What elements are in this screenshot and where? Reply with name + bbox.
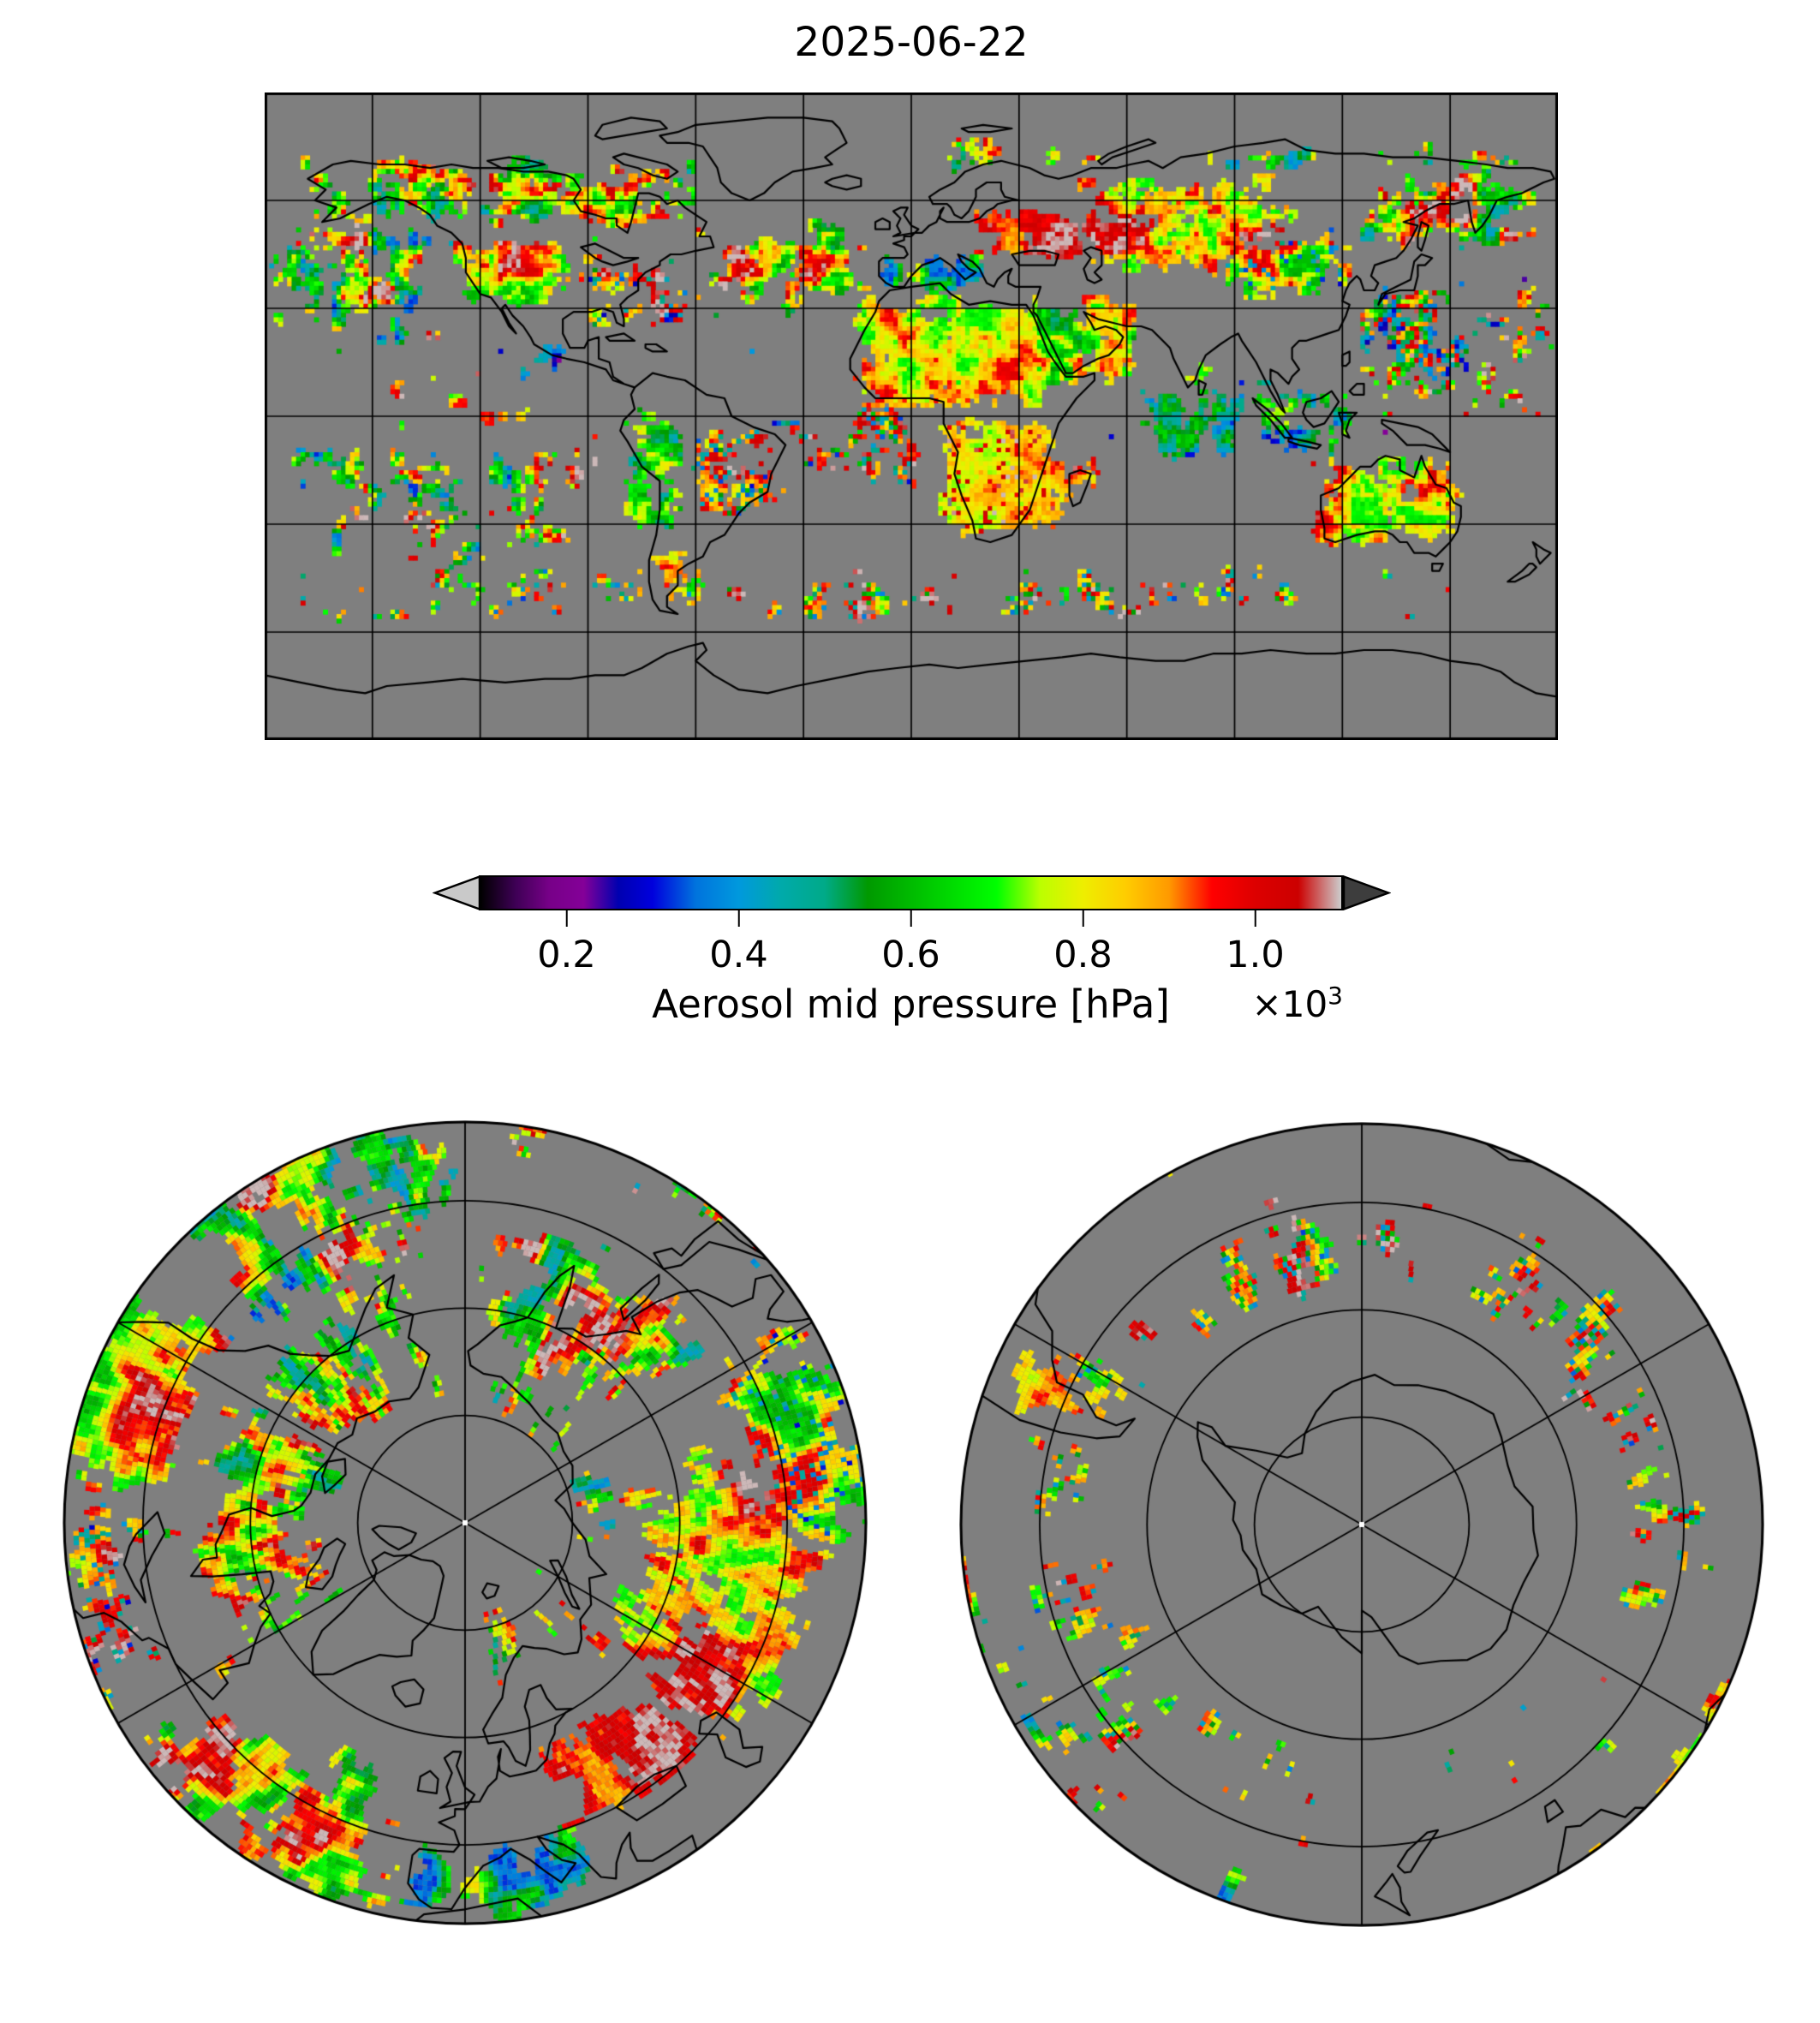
tick-label: 0.6 bbox=[881, 934, 940, 976]
tickmark bbox=[1254, 909, 1256, 927]
colorbar bbox=[433, 875, 1392, 910]
colorbar-tickmarks bbox=[480, 909, 1341, 928]
colorbar-ticklabels: 0.2 0.4 0.6 0.8 1.0 bbox=[480, 934, 1341, 978]
colorbar-over-arrow-icon bbox=[1343, 875, 1391, 910]
colorbar-under-arrow-icon bbox=[433, 875, 480, 910]
tick-label: 0.4 bbox=[709, 934, 768, 976]
world-map-panel bbox=[265, 92, 1558, 740]
offset-mantissa: ×10 bbox=[1251, 983, 1328, 1025]
tick-label: 1.0 bbox=[1226, 934, 1285, 976]
figure-title: 2025-06-22 bbox=[794, 19, 1029, 66]
tickmark bbox=[565, 909, 568, 927]
colorbar-offset-label: ×103 bbox=[1252, 982, 1343, 1025]
tickmark bbox=[910, 909, 912, 927]
offset-exponent: 3 bbox=[1328, 982, 1343, 1010]
tickmark bbox=[737, 909, 740, 927]
colorbar-axis-label: Aerosol mid pressure [hPa] bbox=[652, 982, 1170, 1027]
colorbar-gradient bbox=[479, 875, 1343, 910]
tick-label: 0.2 bbox=[537, 934, 596, 976]
tickmark bbox=[1082, 909, 1084, 927]
tick-label: 0.8 bbox=[1053, 934, 1113, 976]
north-polar-panel bbox=[63, 1120, 868, 1925]
south-polar-panel bbox=[959, 1122, 1764, 1927]
